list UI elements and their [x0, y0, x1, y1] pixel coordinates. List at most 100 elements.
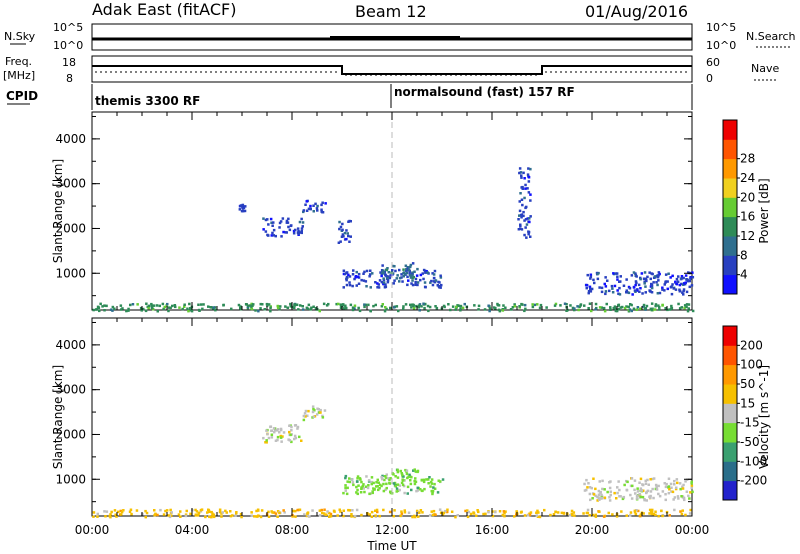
echo-cell — [339, 306, 343, 310]
echo-cell — [263, 308, 266, 311]
echo-cell — [316, 204, 319, 208]
colorbar-tick-label: -50 — [740, 435, 760, 449]
echo-cell — [406, 275, 409, 279]
echo-cell — [164, 509, 167, 513]
echo-cell — [241, 207, 245, 210]
cpid-segment-1: themis 3300 RF — [95, 94, 200, 108]
echo-cell — [419, 509, 423, 512]
echo-cell — [594, 515, 598, 518]
echo-cell — [278, 226, 281, 229]
echo-cell — [384, 475, 387, 478]
echo-cell — [155, 304, 159, 307]
echo-cell — [676, 481, 679, 485]
time-axis-label: Time UT — [366, 539, 417, 553]
echo-cell — [267, 515, 271, 518]
echo-cell — [357, 484, 360, 487]
echo-cell — [218, 508, 222, 511]
echo-cell — [194, 513, 198, 516]
echo-cell — [587, 291, 590, 295]
echo-patch — [92, 302, 695, 313]
echo-cell — [524, 218, 528, 221]
echo-cell — [535, 514, 539, 517]
echo-cell — [681, 509, 684, 512]
echo-cell — [633, 488, 636, 492]
echo-cell — [422, 302, 425, 305]
echo-cell — [404, 272, 407, 276]
echo-cell — [394, 269, 397, 273]
echo-cell — [645, 499, 648, 502]
echo-cell — [339, 240, 342, 243]
echo-cell — [427, 478, 430, 481]
echo-cell — [598, 286, 601, 289]
echo-cell — [686, 309, 690, 313]
echo-cell — [660, 509, 663, 513]
echo-cell — [159, 508, 162, 512]
echo-cell — [345, 276, 349, 279]
echo-cell — [656, 292, 660, 295]
echo-cell — [239, 204, 243, 208]
echo-cell — [125, 309, 128, 313]
echo-cell — [621, 305, 624, 309]
echo-cell — [661, 490, 665, 493]
echo-cell — [355, 284, 358, 287]
echo-cell — [519, 227, 522, 230]
echo-cell — [261, 303, 264, 306]
echo-cell — [384, 488, 387, 491]
echo-cell — [278, 221, 282, 225]
echo-cell — [687, 307, 690, 310]
echo-cell — [685, 278, 688, 281]
echo-cell — [680, 277, 684, 280]
echo-cell — [270, 436, 274, 439]
echo-cell — [111, 309, 114, 312]
echo-cell — [687, 271, 690, 274]
echo-cell — [280, 440, 283, 443]
echo-cell — [603, 488, 606, 491]
echo-cell — [266, 304, 269, 307]
echo-cell — [498, 510, 502, 513]
echo-cell — [92, 515, 95, 518]
echo-cell — [355, 270, 358, 274]
echo-cell — [300, 230, 303, 233]
echo-cell — [340, 235, 344, 238]
echo-cell — [345, 306, 348, 310]
echo-cell — [312, 204, 315, 207]
echo-cell — [231, 514, 234, 517]
echo-cell — [360, 487, 363, 490]
colorbar-swatch — [723, 345, 737, 366]
y-tick-label: 4000 — [55, 338, 86, 352]
echo-cell — [402, 268, 405, 271]
y-tick-label: 2000 — [55, 427, 86, 441]
echo-cell — [352, 483, 355, 487]
echo-cell — [616, 278, 619, 281]
echo-cell — [306, 307, 310, 310]
echo-cell — [368, 273, 372, 276]
echo-cell — [667, 491, 671, 495]
echo-cell — [287, 225, 290, 229]
echo-cell — [685, 305, 688, 309]
echo-cell — [389, 274, 392, 277]
echo-cell — [339, 510, 342, 513]
echo-cell — [639, 514, 642, 518]
echo-cell — [382, 489, 386, 493]
echo-cell — [274, 512, 278, 515]
echo-cell — [586, 511, 590, 515]
echo-cell — [525, 236, 528, 239]
echo-cell — [642, 303, 646, 307]
echo-cell — [395, 487, 399, 490]
echo-cell — [596, 272, 599, 276]
echo-cell — [385, 307, 388, 311]
echo-cell — [146, 305, 149, 308]
echo-cell — [183, 303, 186, 306]
echo-cell — [290, 429, 293, 432]
echo-cell — [600, 286, 604, 290]
echo-patch — [342, 268, 443, 289]
echo-cell — [183, 305, 186, 308]
echo-cell — [594, 302, 598, 306]
echo-cell — [649, 307, 653, 311]
echo-cell — [103, 304, 106, 307]
echo-cell — [434, 305, 437, 308]
echo-cell — [382, 482, 385, 486]
colorbar-swatch — [723, 120, 737, 140]
echo-cell — [615, 515, 619, 518]
